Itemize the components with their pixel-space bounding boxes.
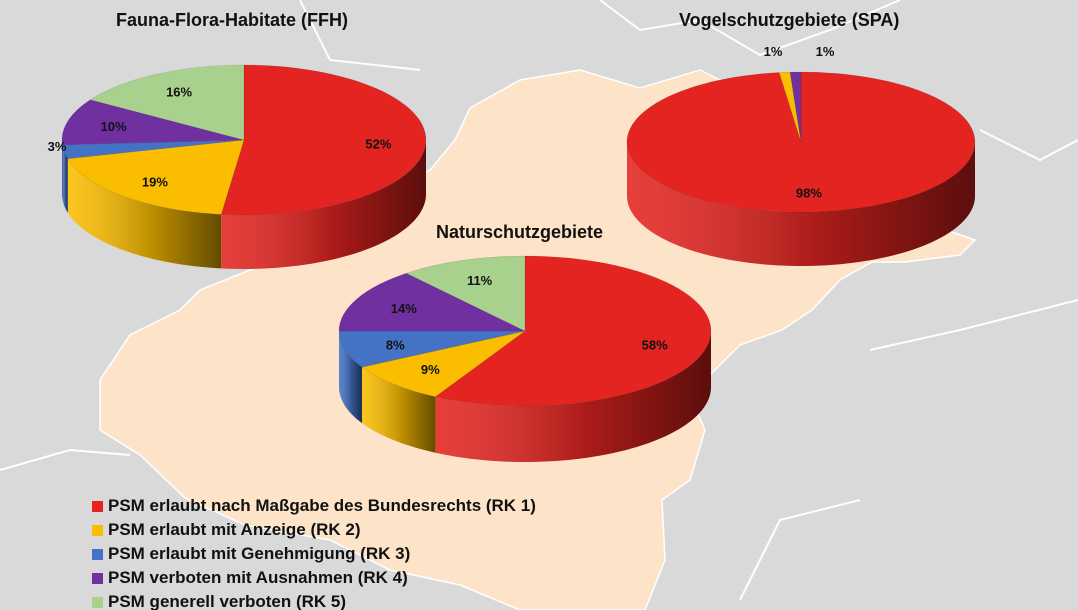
coastline [979,129,1078,162]
pie-side-shade-2 [62,144,68,213]
value-label-3: 10% [101,119,127,134]
value-label-2: 3% [48,139,67,154]
pie-naturschutzgebiete: 58% 9% 8% 14% 11% [338,255,712,462]
legend-label-rk5: PSM generell verboten (RK 5) [108,592,347,610]
legend-label-rk1: PSM erlaubt nach Maßgabe des Bundesrecht… [108,496,536,515]
legend: PSM erlaubt nach Maßgabe des Bundesrecht… [92,494,536,610]
pie-side-shade-2 [339,331,363,424]
legend-swatch-rk1 [92,500,103,512]
pie-slice-2 [338,330,526,368]
pie-slice-0 [434,255,712,407]
value-label-0: 98% [796,185,822,200]
pie-ffh: 52% 19% 3% 10% 16% [48,64,427,269]
pie-slice-1 [67,139,245,215]
pie-side-shade-0 [435,331,711,462]
legend-swatch-rk4 [92,572,103,584]
legend-item-rk1: PSM erlaubt nach Maßgabe des Bundesrecht… [92,494,536,518]
legend-item-rk4: PSM verboten mit Ausnahmen (RK 4) [92,566,536,590]
title-naturschutzgebiete: Naturschutzgebiete [436,222,604,242]
value-label-4: 11% [467,273,493,288]
value-label-0: 52% [365,137,391,152]
legend-swatch-rk2 [92,524,103,536]
legend-swatch-rk5 [92,596,103,608]
legend-item-rk5: PSM generell verboten (RK 5) [92,590,536,610]
value-label-2: 1% [816,44,835,59]
value-label-3: 14% [391,301,417,316]
value-label-2: 8% [386,337,405,352]
pie-slice-3 [61,99,245,146]
value-label-1: 1% [764,44,783,59]
neighbour-border [299,0,421,71]
value-label-1: 9% [421,362,440,377]
pie-side-shade-1 [67,158,222,269]
value-label-0: 58% [642,337,668,352]
pie-slice-2 [789,71,802,143]
pie-slice-1 [778,71,802,143]
neighbour-border [739,499,861,601]
legend-item-rk3: PSM erlaubt mit Genehmigung (RK 3) [92,542,536,566]
neighbour-border [869,299,1078,351]
pie-slice-0 [626,71,976,213]
legend-item-rk2: PSM erlaubt mit Anzeige (RK 2) [92,518,536,542]
coastline [599,0,901,57]
pie-slice-1 [361,330,526,398]
pie-slice-4 [89,64,245,141]
pie-spa: 98% 1% 1% [626,44,976,266]
neighbour-border [0,448,131,471]
value-label-1: 19% [142,175,168,190]
pie-side-shade-0 [221,140,426,269]
pie-side-shade-1 [362,367,436,453]
pie-slice-4 [405,255,526,332]
value-label-4: 16% [166,84,192,99]
pie-slice-2 [62,139,245,159]
legend-label-rk4: PSM verboten mit Ausnahmen (RK 4) [108,568,408,587]
pie-side-shade-0 [627,142,975,266]
legend-swatch-rk3 [92,548,103,560]
legend-label-rk3: PSM erlaubt mit Genehmigung (RK 3) [108,544,411,563]
legend-label-rk2: PSM erlaubt mit Anzeige (RK 2) [108,520,361,539]
pie-slice-3 [338,272,526,332]
title-ffh: Fauna-Flora-Habitate (FFH) [116,10,348,30]
title-spa: Vogelschutzgebiete (SPA) [679,10,900,30]
pie-slice-0 [220,64,427,216]
